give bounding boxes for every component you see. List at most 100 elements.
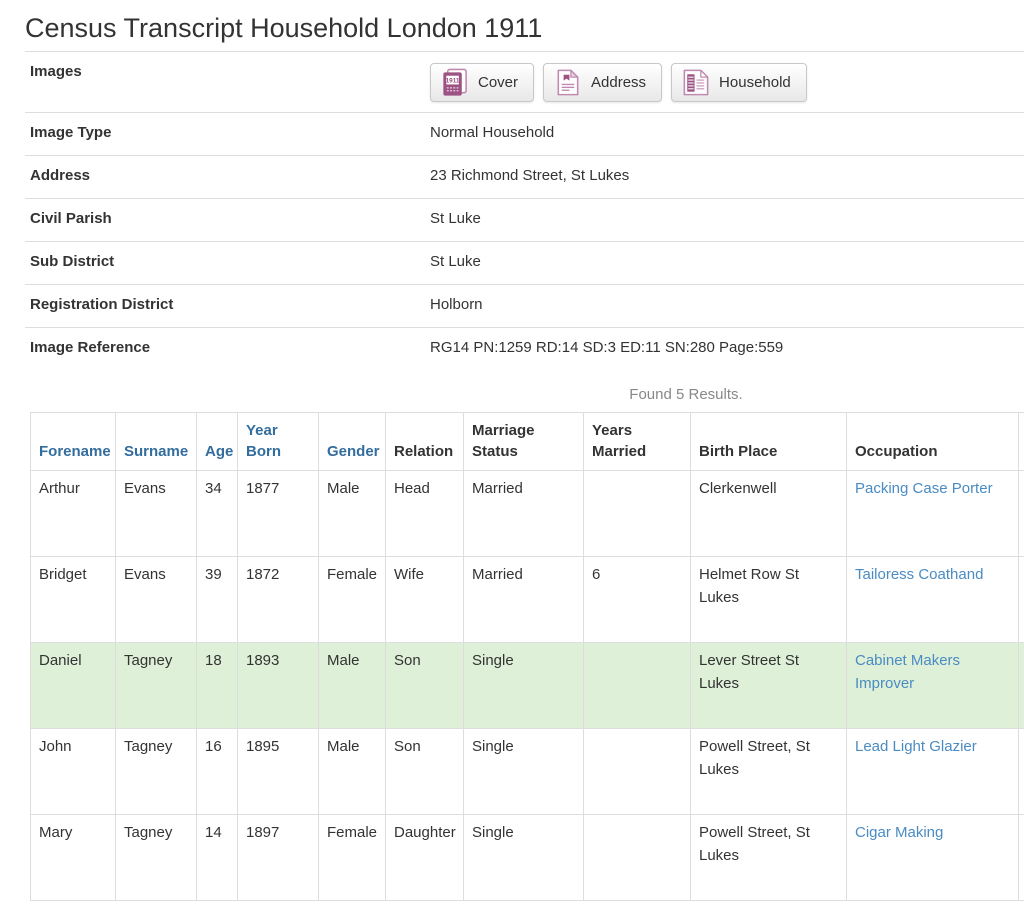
cell-gender: Male bbox=[319, 471, 386, 557]
cell-age: 39 bbox=[197, 557, 238, 643]
cell-birth-place: Lever Street St Lukes bbox=[691, 643, 847, 729]
info-row-address: Address 23 Richmond Street, St Lukes bbox=[25, 155, 1024, 198]
household-image-button[interactable]: Household bbox=[671, 63, 807, 102]
field-label: Image Type bbox=[25, 113, 430, 155]
cell-relation: Daughter bbox=[386, 815, 464, 901]
column-header-occupation: Occupation bbox=[847, 412, 1019, 471]
census-cover-1911-icon: 1911 bbox=[439, 67, 470, 98]
cell-extra bbox=[1019, 643, 1024, 729]
cell-year-born: 1897 bbox=[238, 815, 319, 901]
cell-relation: Son bbox=[386, 729, 464, 815]
column-header-gender[interactable]: Gender bbox=[319, 412, 386, 471]
cell-birth-place: Powell Street, St Lukes bbox=[691, 729, 847, 815]
cell-forename: John bbox=[31, 729, 116, 815]
info-row-registration-district: Registration District Holborn bbox=[25, 284, 1024, 327]
cell-occupation: Lead Light Glazier bbox=[847, 729, 1019, 815]
cell-marriage-status: Married bbox=[464, 557, 584, 643]
field-value: Normal Household bbox=[430, 113, 554, 155]
info-row-sub-district: Sub District St Luke bbox=[25, 241, 1024, 284]
cell-years-married bbox=[584, 471, 691, 557]
cell-age: 16 bbox=[197, 729, 238, 815]
cell-surname: Evans bbox=[116, 471, 197, 557]
column-header-relation: Relation bbox=[386, 412, 464, 471]
column-header-birth-place: Birth Place bbox=[691, 412, 847, 471]
info-row-image-reference: Image Reference RG14 PN:1259 RD:14 SD:3 … bbox=[25, 327, 1024, 370]
image-buttons-group: 1911 Cover bbox=[430, 52, 807, 112]
occupation-link[interactable]: Cabinet Makers Improver bbox=[855, 652, 960, 692]
cell-surname: Tagney bbox=[116, 729, 197, 815]
page-title: Census Transcript Household London 1911 bbox=[25, 14, 1024, 44]
transcript-info-table: Images 1911 bbox=[25, 51, 1024, 370]
cell-birth-place: Clerkenwell bbox=[691, 471, 847, 557]
cell-occupation: Packing Case Porter bbox=[847, 471, 1019, 557]
address-page-icon bbox=[552, 67, 583, 98]
field-value: 23 Richmond Street, St Lukes bbox=[430, 156, 629, 198]
household-page-icon bbox=[680, 67, 711, 98]
cell-relation: Wife bbox=[386, 557, 464, 643]
field-value: St Luke bbox=[430, 199, 481, 241]
column-header-surname[interactable]: Surname bbox=[116, 412, 197, 471]
cell-marriage-status: Married bbox=[464, 471, 584, 557]
svg-text:1911: 1911 bbox=[446, 77, 460, 84]
occupation-link[interactable]: Lead Light Glazier bbox=[855, 738, 977, 755]
column-header-forename[interactable]: Forename bbox=[31, 412, 116, 471]
field-label: Image Reference bbox=[25, 328, 430, 370]
cell-gender: Female bbox=[319, 815, 386, 901]
census-transcript-page: Census Transcript Household London 1911 … bbox=[0, 14, 1024, 901]
cell-surname: Tagney bbox=[116, 643, 197, 729]
cell-years-married: 6 bbox=[584, 557, 691, 643]
cell-birth-place: Powell Street, St Lukes bbox=[691, 815, 847, 901]
cell-age: 14 bbox=[197, 815, 238, 901]
field-label: Sub District bbox=[25, 242, 430, 284]
cell-extra bbox=[1019, 471, 1024, 557]
info-row-image-type: Image Type Normal Household bbox=[25, 112, 1024, 155]
cell-marriage-status: Single bbox=[464, 729, 584, 815]
cell-extra bbox=[1019, 815, 1024, 901]
address-button-label: Address bbox=[591, 74, 646, 91]
column-header-years-married: Years Married bbox=[584, 412, 691, 471]
cell-marriage-status: Single bbox=[464, 815, 584, 901]
occupation-link[interactable]: Cigar Making bbox=[855, 824, 943, 841]
cell-occupation: Tailoress Coathand bbox=[847, 557, 1019, 643]
cell-extra bbox=[1019, 557, 1024, 643]
cover-button-label: Cover bbox=[478, 74, 518, 91]
column-header-age[interactable]: Age bbox=[197, 412, 238, 471]
cell-occupation: Cigar Making bbox=[847, 815, 1019, 901]
cell-surname: Tagney bbox=[116, 815, 197, 901]
info-row-civil-parish: Civil Parish St Luke bbox=[25, 198, 1024, 241]
field-value: RG14 PN:1259 RD:14 SD:3 ED:11 SN:280 Pag… bbox=[430, 328, 783, 370]
household-button-label: Household bbox=[719, 74, 791, 91]
cell-year-born: 1895 bbox=[238, 729, 319, 815]
cell-year-born: 1893 bbox=[238, 643, 319, 729]
cell-forename: Arthur bbox=[31, 471, 116, 557]
table-header-row: Forename Surname Age Year Born Gender Re… bbox=[31, 412, 1024, 471]
cell-surname: Evans bbox=[116, 557, 197, 643]
cell-marriage-status: Single bbox=[464, 643, 584, 729]
cell-age: 18 bbox=[197, 643, 238, 729]
field-label: Address bbox=[25, 156, 430, 198]
cell-relation: Head bbox=[386, 471, 464, 557]
field-value: Holborn bbox=[430, 285, 483, 327]
cover-image-button[interactable]: 1911 Cover bbox=[430, 63, 534, 102]
cell-extra bbox=[1019, 729, 1024, 815]
table-row: Mary Tagney 14 1897 Female Daughter Sing… bbox=[31, 815, 1024, 901]
cell-forename: Bridget bbox=[31, 557, 116, 643]
occupation-link[interactable]: Packing Case Porter bbox=[855, 480, 993, 497]
cell-years-married bbox=[584, 815, 691, 901]
household-results-table: Forename Surname Age Year Born Gender Re… bbox=[30, 412, 1024, 902]
cell-gender: Male bbox=[319, 643, 386, 729]
address-image-button[interactable]: Address bbox=[543, 63, 662, 102]
occupation-link[interactable]: Tailoress Coathand bbox=[855, 566, 983, 583]
table-row-highlighted: Daniel Tagney 18 1893 Male Son Single Le… bbox=[31, 643, 1024, 729]
cell-years-married bbox=[584, 643, 691, 729]
field-label: Registration District bbox=[25, 285, 430, 327]
cell-year-born: 1872 bbox=[238, 557, 319, 643]
cell-age: 34 bbox=[197, 471, 238, 557]
column-header-year-born[interactable]: Year Born bbox=[238, 412, 319, 471]
table-row: John Tagney 16 1895 Male Son Single Powe… bbox=[31, 729, 1024, 815]
column-header-marriage-status: Marriage Status bbox=[464, 412, 584, 471]
images-label: Images bbox=[25, 52, 430, 112]
table-row: Arthur Evans 34 1877 Male Head Married C… bbox=[31, 471, 1024, 557]
cell-occupation: Cabinet Makers Improver bbox=[847, 643, 1019, 729]
table-row: Bridget Evans 39 1872 Female Wife Marrie… bbox=[31, 557, 1024, 643]
